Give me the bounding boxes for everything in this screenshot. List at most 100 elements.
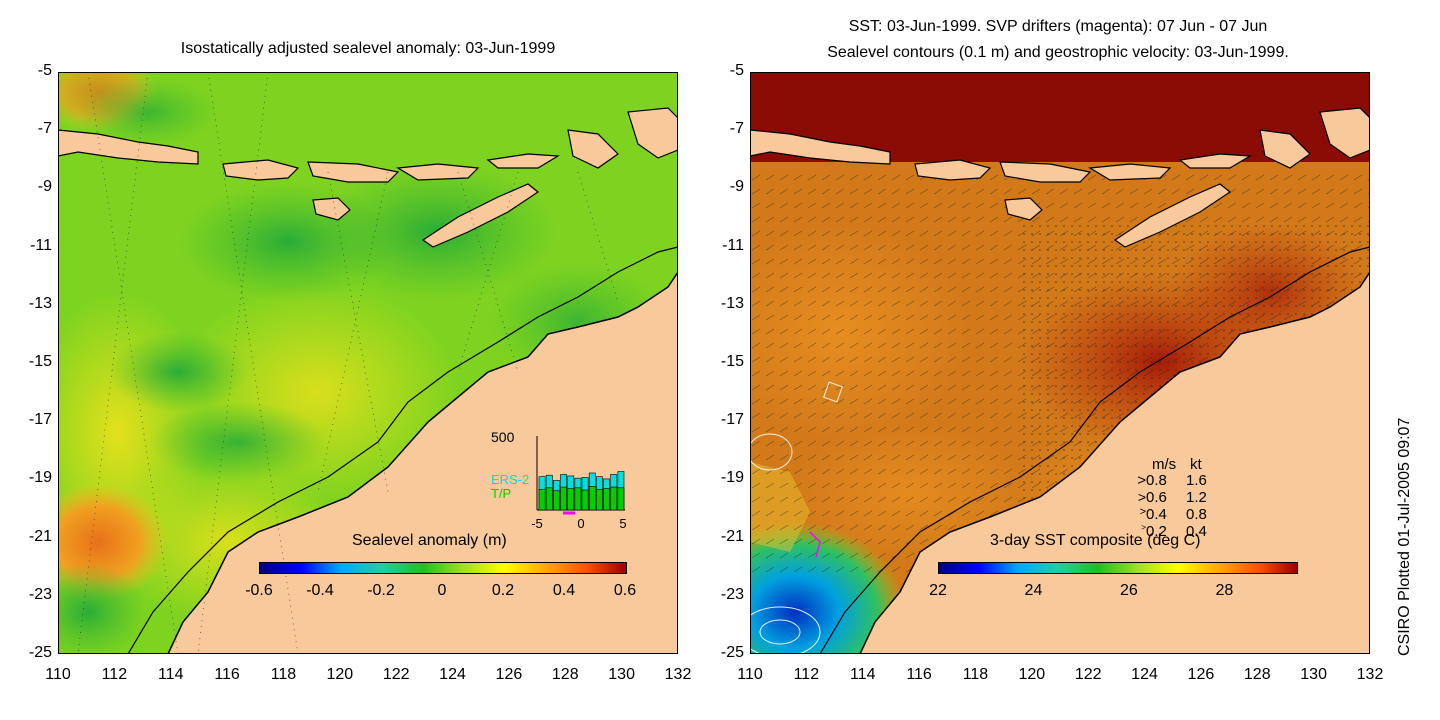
- y-tick-label: -25: [720, 644, 744, 661]
- sumba-island: [312, 197, 351, 221]
- sst-map: [750, 72, 1370, 654]
- colorbar-tick-label: 0.2: [491, 582, 515, 599]
- histogram-bar-b: [567, 488, 575, 511]
- histogram-bar-b: [610, 486, 618, 511]
- velocity-arrow-glyph: >: [1137, 489, 1146, 505]
- colorbar-tick-label: 0.4: [552, 582, 576, 599]
- velocity-arrow-glyph: >: [1141, 523, 1146, 532]
- velocity-legend-kt: 0.8: [1186, 506, 1207, 523]
- sealevel-contours: [750, 381, 843, 654]
- y-tick-label: -21: [720, 527, 744, 545]
- x-tick-label: 110: [737, 666, 763, 683]
- y-tick-label: -15: [720, 353, 744, 370]
- colorbar-tick-label: -0.4: [306, 582, 334, 599]
- y-tick-label: -25: [28, 644, 52, 661]
- x-tick-label: 114: [849, 666, 876, 683]
- histogram-bar-b: [596, 488, 603, 511]
- x-tick-label: 112: [101, 666, 128, 683]
- velocity-arrow-glyph: >: [1137, 472, 1146, 489]
- x-tick-label: 112: [793, 666, 820, 683]
- histogram-x-tick: 0: [577, 516, 584, 531]
- y-tick-label: -9: [37, 178, 52, 196]
- y-tick-label: -11: [30, 236, 52, 254]
- x-tick-label: 114: [157, 666, 184, 683]
- y-tick-label: -15: [28, 353, 52, 370]
- velocity-legend-header-kt: kt: [1190, 456, 1202, 473]
- right-map-frame: [750, 72, 1370, 654]
- y-tick-label: -7: [37, 120, 52, 138]
- colorbar-tick-label: 24: [1024, 582, 1043, 599]
- x-tick-label: 118: [962, 666, 989, 683]
- velocity-legend-kt: 1.2: [1186, 489, 1207, 506]
- histogram-series-a-label: ERS-2: [491, 472, 529, 487]
- left-colorbar: [259, 562, 627, 574]
- x-tick-label: 116: [214, 666, 240, 683]
- histogram-bar-b: [560, 486, 567, 511]
- velocity-legend-header-ms: m/s: [1152, 456, 1177, 473]
- velocity-legend-kt: 0.4: [1186, 523, 1207, 540]
- x-tick-label: 130: [1300, 666, 1327, 683]
- velocity-arrow-glyph: >: [1139, 506, 1146, 518]
- credit-text: CSIRO Plotted 01-Jul-2005 09:07: [1396, 417, 1413, 656]
- left-colorbar-label: Sealevel anomaly (m): [352, 532, 507, 549]
- histogram-bar-b: [538, 488, 546, 511]
- x-tick-label: 126: [1187, 666, 1215, 683]
- x-tick-label: 116: [906, 666, 932, 683]
- histogram-bar-b: [588, 486, 596, 511]
- track-histogram-inset: 500 ERS-2 T/P -5 0 5: [491, 429, 627, 531]
- y-tick-label: -13: [720, 294, 744, 312]
- histogram-y-max-label: 500: [491, 429, 515, 445]
- x-tick-label: 118: [270, 666, 297, 683]
- y-tick-label: -5: [729, 62, 744, 79]
- australia-land: [167, 270, 678, 654]
- colorbar-tick-label: -0.2: [367, 582, 395, 599]
- y-tick-label: -19: [28, 469, 52, 487]
- left-map-frame: [58, 72, 678, 654]
- velocity-legend-ms: 0.6: [1146, 489, 1167, 506]
- x-tick-label: 132: [664, 666, 692, 683]
- colorbar-tick-label: 0.6: [613, 582, 637, 599]
- colorbar-tick-label: -0.6: [245, 582, 273, 599]
- histogram-bar-b: [617, 487, 625, 511]
- velocity-legend-ms: 0.8: [1146, 472, 1167, 489]
- y-tick-label: -9: [729, 178, 744, 196]
- y-tick-label: -11: [722, 236, 744, 254]
- colorbar-tick-label: 28: [1215, 582, 1234, 599]
- y-tick-label: -5: [37, 62, 52, 79]
- velocity-legend-ms: 0.4: [1146, 506, 1167, 523]
- y-tick-label: -17: [720, 411, 744, 429]
- x-tick-label: 110: [45, 666, 71, 683]
- sealevel-anomaly-map: [58, 72, 678, 654]
- x-tick-label: 128: [1243, 666, 1271, 683]
- isobath-line: [127, 246, 678, 654]
- velocity-legend: m/s kt > 0.8 1.6 > 0.6 1.2 > 0.4 0.8 > 0…: [1126, 456, 1246, 546]
- histogram-bar-b: [581, 489, 589, 511]
- y-tick-label: -23: [720, 585, 744, 603]
- svp-drifter-track: [809, 531, 821, 558]
- altimeter-tracks: [77, 72, 619, 654]
- x-tick-label: 126: [495, 666, 523, 683]
- x-tick-label: 120: [326, 666, 354, 683]
- x-tick-label: 124: [1131, 666, 1158, 683]
- velocity-legend-kt: 1.6: [1186, 472, 1207, 489]
- colorbar-tick-label: 26: [1120, 582, 1138, 599]
- histogram-bar-b: [553, 490, 560, 511]
- histogram-series-b-label: T/P: [491, 486, 511, 501]
- y-tick-label: -17: [28, 411, 52, 429]
- y-tick-label: -23: [28, 585, 52, 603]
- isobath-line: [819, 246, 1370, 654]
- x-tick-label: 124: [439, 666, 466, 683]
- x-tick-label: 130: [608, 666, 635, 683]
- x-tick-label: 128: [551, 666, 579, 683]
- right-colorbar-label: 3-day SST composite (deg C): [990, 532, 1201, 549]
- colorbar-tick-label: 22: [929, 582, 947, 599]
- x-tick-label: 132: [1356, 666, 1384, 683]
- australia-land: [859, 270, 1370, 654]
- x-tick-label: 122: [1074, 666, 1102, 683]
- java-island: [58, 129, 199, 165]
- left-panel-title: Isostatically adjusted sealevel anomaly:…: [180, 40, 556, 57]
- histogram-bar-b: [545, 487, 553, 511]
- histogram-x-tick: 5: [619, 516, 626, 531]
- right-colorbar: [938, 562, 1298, 574]
- y-tick-label: -7: [729, 120, 744, 138]
